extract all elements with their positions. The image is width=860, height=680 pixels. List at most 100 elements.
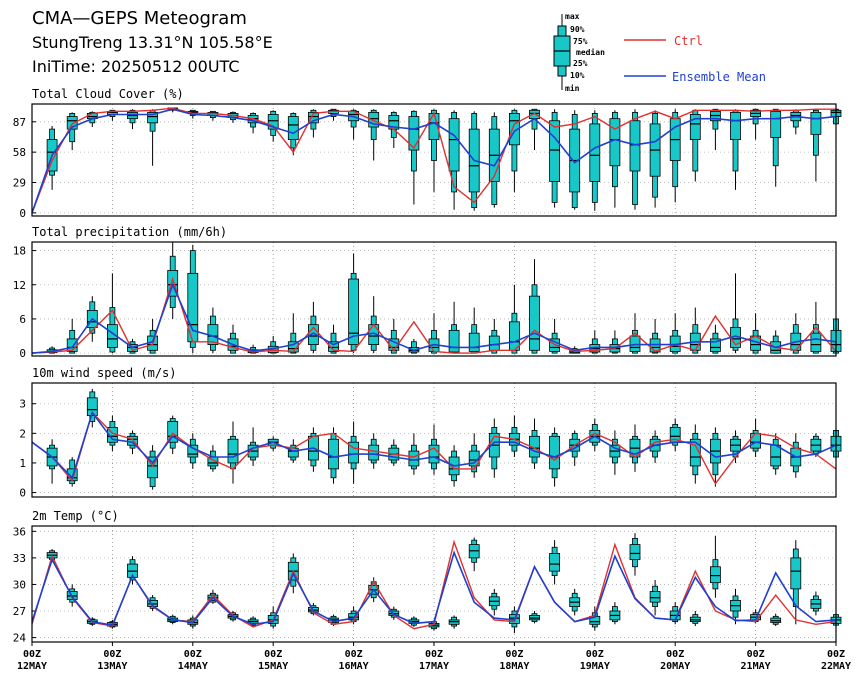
box-plot — [730, 588, 741, 625]
y-tick-label: 18 — [13, 245, 26, 258]
x-tick-label-time: 00Z — [184, 649, 202, 660]
box-plot — [609, 110, 621, 208]
box-inner — [368, 444, 380, 461]
y-tick-label: 12 — [13, 279, 26, 292]
y-tick-label: 0 — [19, 487, 26, 500]
init-time-label: IniTime: 20250512 00UTC — [32, 57, 240, 76]
box-plot — [649, 580, 661, 616]
panel-title: Total precipitation (mm/6h) — [32, 225, 227, 239]
box-inner — [448, 118, 460, 172]
x-tick-label-time: 00Z — [425, 649, 443, 660]
box-plot — [46, 125, 58, 190]
box-inner — [307, 111, 319, 124]
legend-label-p90: 90% — [570, 25, 585, 34]
box-plot — [428, 424, 440, 475]
box-plot — [549, 318, 560, 354]
x-tick-label-time: 00Z — [827, 649, 845, 660]
box-plot — [107, 109, 118, 121]
box-plot — [649, 110, 661, 208]
mean-line — [31, 550, 837, 627]
mean-line — [31, 282, 837, 354]
box-inner — [227, 438, 239, 464]
x-tick-label-date: 17MAY — [419, 661, 449, 672]
box-inner — [710, 338, 721, 352]
box-plot — [669, 109, 681, 203]
box-plot — [589, 330, 601, 354]
x-tick-label-date: 22MAY — [821, 661, 851, 672]
x-tick-label-date: 20MAY — [660, 661, 690, 672]
box-inner — [408, 116, 420, 151]
box-inner — [589, 123, 601, 182]
box-plot — [227, 421, 239, 484]
panel-1: Total precipitation (mm/6h) 0 6 12 18 — [13, 225, 842, 360]
box-inner — [147, 111, 159, 124]
legend-label-max: max — [565, 12, 580, 21]
box-plot — [388, 318, 400, 354]
box-plot — [488, 588, 500, 616]
y-tick-label: 33 — [13, 552, 26, 565]
legend-label-p10: 10% — [570, 71, 585, 80]
box-plot — [448, 301, 460, 354]
legend-ctrl-label: Ctrl — [674, 34, 703, 48]
x-tick-label-time: 00Z — [586, 649, 604, 660]
box-inner — [147, 456, 159, 479]
y-tick-label: 27 — [13, 605, 26, 618]
box-plot — [448, 110, 460, 210]
y-tick-label: 6 — [19, 313, 26, 326]
box-plot — [669, 313, 681, 354]
box-plot — [368, 109, 380, 161]
y-tick-label: 87 — [13, 116, 26, 129]
box-plot — [770, 330, 782, 354]
box-plot — [710, 324, 721, 354]
box-plot — [629, 109, 641, 210]
y-tick-label: 2 — [19, 427, 26, 440]
box-inner — [689, 438, 701, 467]
box-inner — [730, 111, 741, 140]
header: CMA—GEPS Meteogram StungTreng 13.31°N 10… — [32, 8, 273, 76]
x-tick-label-time: 00Z — [505, 649, 523, 660]
y-tick-label: 24 — [13, 632, 27, 645]
x-tick-label-time: 00Z — [345, 649, 363, 660]
x-tick-label-time: 00Z — [747, 649, 765, 660]
box-plot — [710, 535, 721, 598]
legend-label-min: min — [565, 83, 580, 93]
box-plot — [448, 615, 460, 629]
box-plot — [649, 318, 661, 354]
legend-label-p75: 75% — [573, 37, 588, 46]
legend-label-median: median — [576, 47, 605, 57]
y-tick-label: 3 — [19, 398, 26, 411]
box-plot — [428, 109, 440, 192]
panel-title: Total Cloud Cover (%) — [32, 87, 184, 101]
box-plot — [669, 418, 681, 452]
box-inner — [328, 438, 339, 470]
box-plot — [86, 388, 98, 428]
box-plot — [609, 602, 621, 625]
y-tick-label: 36 — [13, 525, 26, 538]
panel-frame — [31, 382, 837, 498]
panels: Total Cloud Cover (%) 0 29 58 87 Total precip… — [13, 87, 842, 645]
box-plot — [207, 307, 219, 354]
box-inner — [348, 278, 360, 345]
box-inner — [810, 111, 822, 135]
x-tick-label-date: 18MAY — [499, 661, 529, 672]
box-plot — [488, 418, 500, 478]
legend-label-p25: 25% — [573, 59, 588, 68]
box-plot — [408, 433, 420, 475]
x-tick-label-date: 19MAY — [580, 661, 610, 672]
legend: max 90% 75% median 25% 10% min Ctrl Ense… — [553, 12, 766, 93]
x-axis: 00Z12MAY00Z13MAY00Z14MAY00Z15MAY00Z16MAY… — [17, 642, 851, 672]
mean-line — [31, 410, 837, 480]
box-plot — [609, 430, 621, 475]
box-plot — [408, 110, 420, 205]
box-plot — [689, 611, 701, 627]
box-plot — [770, 613, 782, 627]
box-plot — [589, 606, 601, 631]
y-tick-label: 1 — [19, 457, 26, 470]
box-plot — [167, 415, 179, 455]
panel-3: 2m Temp (°C) 24 27 30 33 36 — [13, 509, 842, 645]
box-plot — [348, 109, 360, 140]
panel-2: 10m wind speed (m/s) 0 1 2 3 — [19, 366, 842, 500]
box-inner — [307, 324, 319, 345]
box-plot — [66, 457, 78, 487]
